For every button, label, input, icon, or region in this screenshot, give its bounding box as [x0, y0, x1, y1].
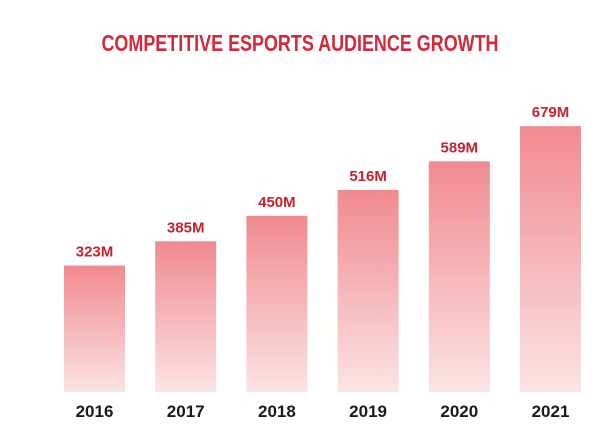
value-label-2021: 679M [532, 104, 570, 121]
value-label-2016: 323M [76, 244, 114, 261]
bar-2020 [428, 161, 490, 392]
category-label-2021: 2021 [532, 402, 570, 421]
bar-2017 [155, 241, 217, 392]
category-label-2020: 2020 [440, 402, 478, 421]
value-label-2020: 589M [441, 139, 479, 156]
bar-2018 [246, 215, 308, 392]
bars-group [64, 126, 581, 392]
category-label-2017: 2017 [167, 402, 205, 421]
value-label-2019: 516M [349, 168, 387, 185]
chart-title: COMPETITIVE ESPORTS AUDIENCE GROWTH [101, 30, 499, 56]
category-label-2019: 2019 [349, 402, 387, 421]
category-label-2016: 2016 [76, 402, 114, 421]
category-labels-group: 2016 2017 2018 2019 2020 2021 [76, 402, 570, 421]
value-label-2018: 450M [258, 194, 296, 211]
value-label-2017: 385M [167, 219, 205, 236]
bar-2016 [64, 265, 125, 392]
category-label-2018: 2018 [258, 402, 296, 421]
bar-2019 [337, 189, 399, 392]
value-labels-group: 323M 385M 450M 516M 589M 679M [76, 104, 570, 260]
bar-2021 [520, 126, 581, 392]
